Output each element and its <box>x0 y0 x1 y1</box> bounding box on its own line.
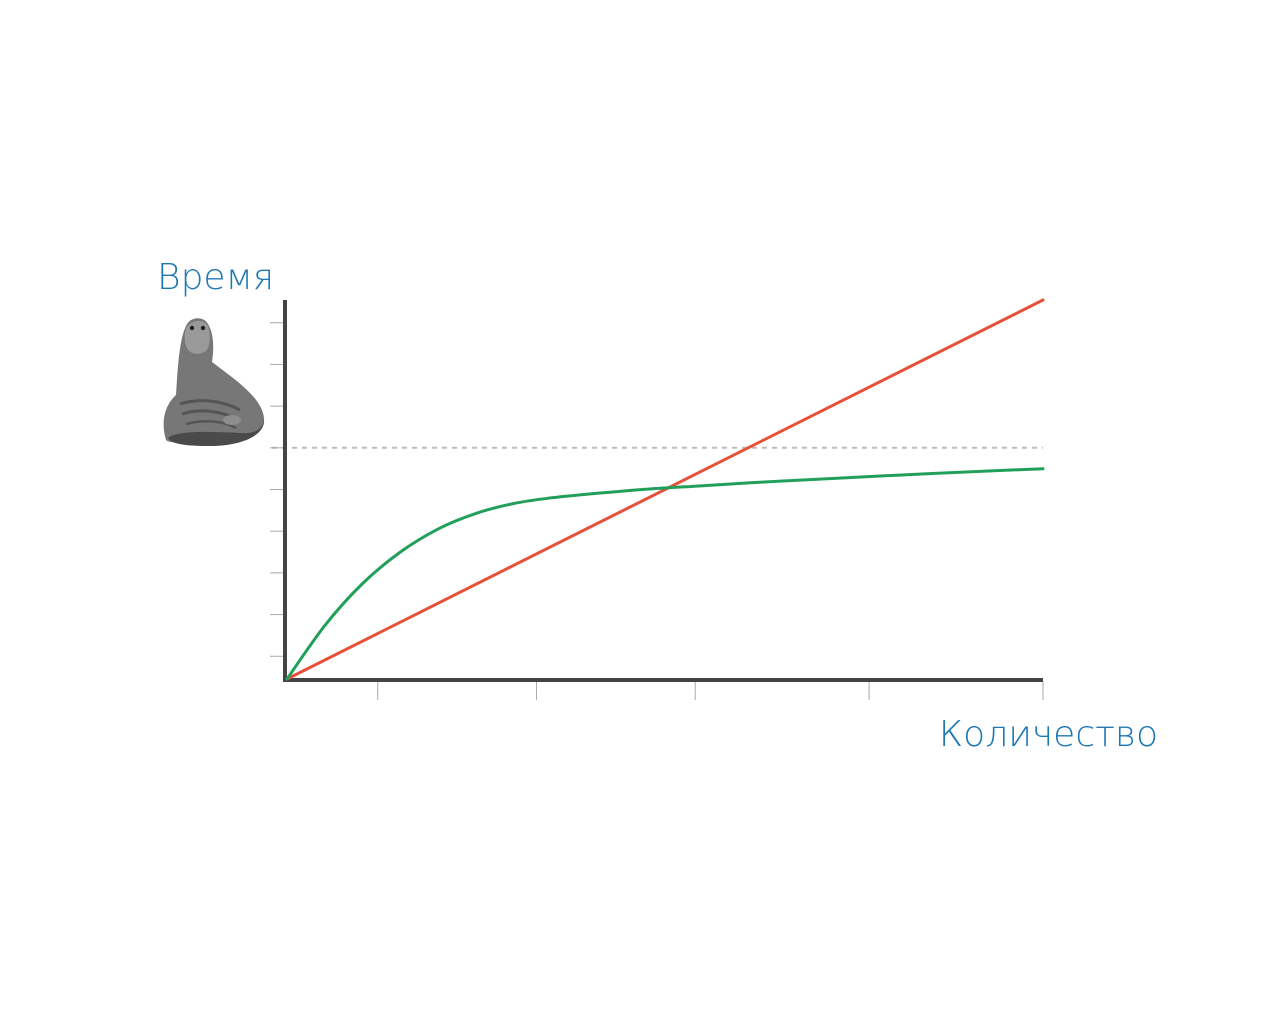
x-axis-label: Количество <box>939 714 1158 755</box>
creature-mascot-icon <box>163 318 265 446</box>
series-line-0 <box>285 298 1045 681</box>
y-axis-label: Время <box>157 257 274 298</box>
series-line-1 <box>285 467 1045 681</box>
